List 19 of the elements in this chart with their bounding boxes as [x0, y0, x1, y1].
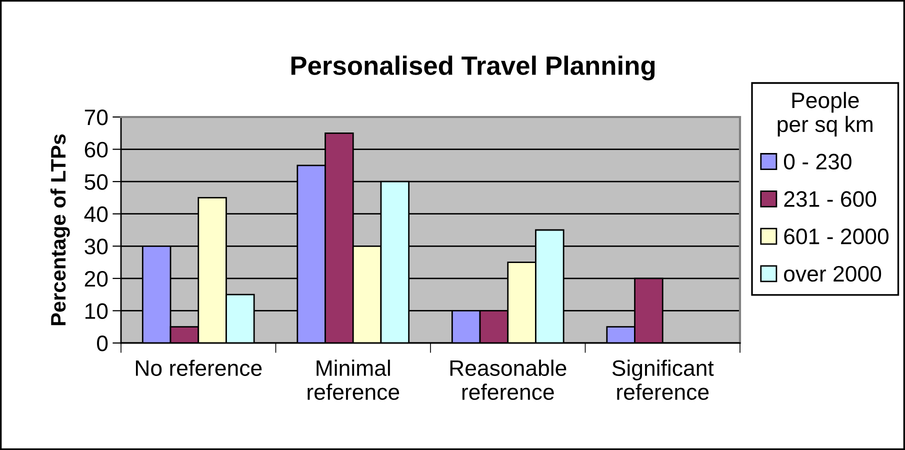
x-tick-label: Minimal reference: [308, 360, 400, 400]
legend-title: People per sq km: [778, 92, 872, 137]
y-tick-label: 20: [84, 270, 108, 287]
legend-label: 0 - 230: [784, 154, 852, 170]
y-tick-label: 70: [84, 110, 108, 126]
y-tick-label: 10: [85, 303, 108, 319]
legend-label: over 2000: [784, 266, 882, 282]
chart-title: Personalised Travel Planning: [291, 56, 655, 80]
y-tick-label: 30: [84, 238, 108, 254]
x-tick-label: Reasonable reference: [450, 360, 566, 400]
x-tick-label: No reference: [136, 360, 262, 376]
legend-label: 231 - 600: [784, 191, 876, 207]
x-tick-label: Significant reference: [612, 360, 714, 400]
legend-label: 601 - 2000: [784, 228, 889, 244]
y-tick-label: 50: [84, 174, 108, 190]
y-tick-label: 0: [97, 336, 108, 352]
y-tick-label: 40: [84, 206, 108, 222]
y-axis-title: Percentage of LTPs: [50, 134, 70, 326]
y-tick-label: 60: [84, 142, 108, 158]
